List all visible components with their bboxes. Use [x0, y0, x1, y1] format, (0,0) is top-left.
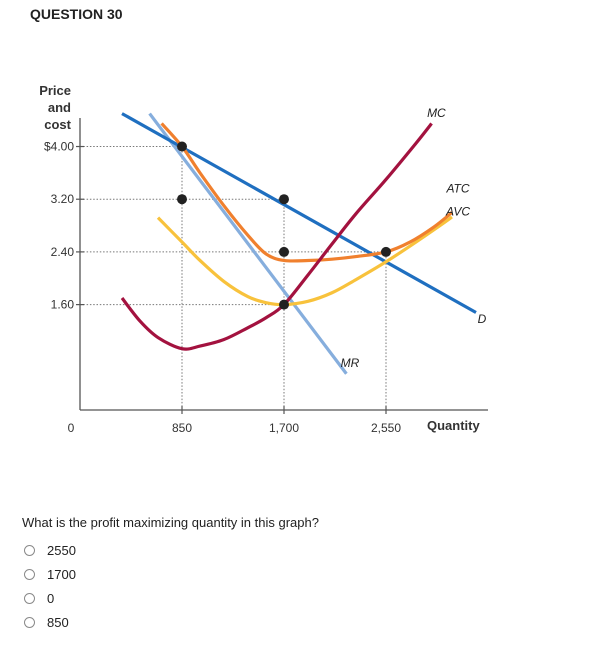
x-tick-label: 2,550	[371, 421, 401, 435]
x-tick-label: 1,700	[269, 421, 299, 435]
curve-mr	[148, 112, 348, 375]
guide-lines	[80, 146, 387, 410]
option-1700[interactable]: 1700	[24, 562, 76, 586]
option-0[interactable]: 0	[24, 586, 76, 610]
option-2550[interactable]: 2550	[24, 538, 76, 562]
x-ticks: 850 1,700 2,550	[172, 406, 401, 435]
curve-label: MR	[341, 356, 360, 370]
curve-labels: MC ATC AVC D MR	[341, 106, 487, 370]
question-prompt: What is the profit maximizing quantity i…	[22, 515, 319, 530]
option-label: 1700	[47, 566, 76, 582]
radio-button[interactable]	[24, 544, 35, 556]
y-axis-label-line: Price	[39, 83, 71, 98]
answer-options: 2550 1700 0 850	[24, 538, 76, 634]
curve-label: ATC	[445, 182, 469, 196]
curve-atc	[160, 122, 454, 263]
y-tick-label: 2.40	[51, 245, 75, 259]
curve-label: D	[478, 312, 487, 326]
intersection-marker	[177, 194, 187, 205]
question-heading: QUESTION 30	[30, 6, 123, 22]
y-axis-label: Price and cost	[39, 83, 71, 132]
y-axis-label-line: and	[48, 100, 71, 115]
option-label: 2550	[47, 542, 76, 558]
curves	[120, 112, 477, 375]
option-850[interactable]: 850	[24, 610, 76, 634]
curve-avc	[156, 215, 453, 307]
y-axis-label-line: cost	[44, 117, 71, 132]
cost-revenue-chart: $4.00 3.20 2.40 1.60 850 1,700 2,550 MC ATC AVC…	[39, 83, 488, 435]
intersection-marker	[279, 246, 289, 257]
intersection-marker	[381, 246, 391, 257]
intersection-marker	[279, 299, 289, 310]
radio-button[interactable]	[24, 568, 35, 580]
curve-d	[121, 112, 477, 314]
radio-button[interactable]	[24, 616, 35, 628]
y-tick-label: 3.20	[51, 192, 75, 206]
intersection-marker	[279, 194, 289, 205]
y-ticks: $4.00 3.20 2.40 1.60	[44, 140, 84, 312]
x-tick-label: 850	[172, 421, 192, 435]
origin-label: 0	[68, 421, 75, 435]
markers	[177, 141, 391, 310]
y-tick-label: $4.00	[44, 140, 74, 154]
x-axis-label: Quantity	[427, 418, 480, 433]
intersection-marker	[177, 141, 187, 152]
y-tick-label: 1.60	[51, 298, 75, 312]
option-label: 0	[47, 590, 55, 606]
radio-button[interactable]	[24, 592, 35, 604]
curve-label: MC	[427, 106, 446, 120]
curve-label: AVC	[445, 205, 470, 219]
option-label: 850	[47, 614, 69, 630]
curve-mc	[120, 122, 433, 351]
